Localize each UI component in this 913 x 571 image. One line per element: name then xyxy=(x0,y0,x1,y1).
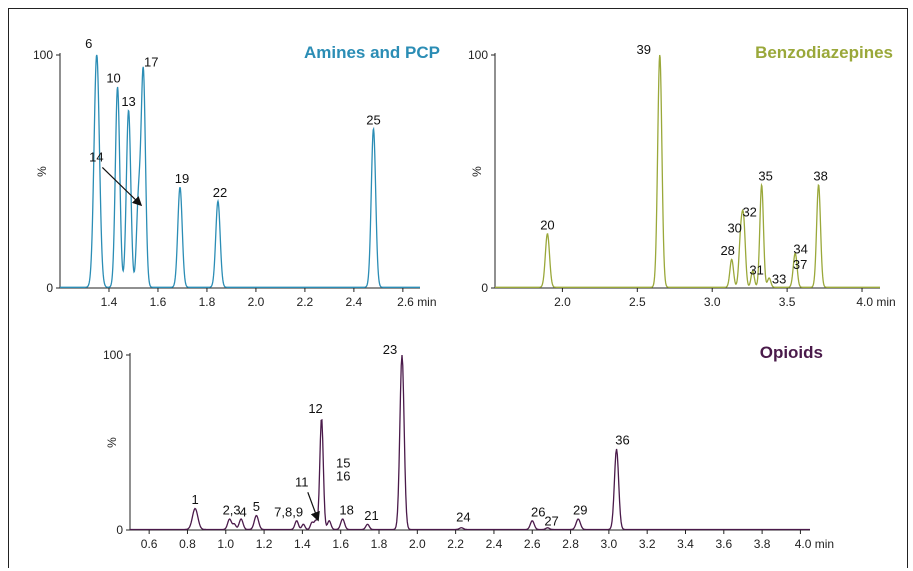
peak-label: 19 xyxy=(175,171,189,186)
chromatogram-trace xyxy=(60,54,420,288)
y-axis-label: % xyxy=(35,166,49,177)
peak-label: 35 xyxy=(758,168,772,183)
peak-label: 30 xyxy=(727,220,741,235)
peak-label: 22 xyxy=(213,185,227,200)
x-tick-label: 2.0 xyxy=(409,537,426,551)
peak-label: 18 xyxy=(339,503,353,518)
peak-label: 27 xyxy=(544,513,558,528)
x-tick-label: 2.2 xyxy=(297,295,314,309)
peak-label: 15 16 xyxy=(336,455,350,483)
peak-label: 37 xyxy=(793,257,807,272)
peak-label: 11 xyxy=(295,474,309,489)
peak-label: 23 xyxy=(383,342,397,357)
peak-label: 14 xyxy=(89,149,103,164)
peak-label: 25 xyxy=(366,113,380,128)
peak-label: 7,8,9 xyxy=(274,504,303,519)
peak-label: 2,3 xyxy=(223,503,241,518)
x-tick-label: 2.4 xyxy=(486,537,503,551)
peak-label: 5 xyxy=(253,499,260,514)
peak-label: 20 xyxy=(540,217,554,232)
x-tick-label: 3.2 xyxy=(639,537,656,551)
x-tick-label: 2.0 xyxy=(554,295,571,309)
y-tick-label: 0 xyxy=(481,281,488,295)
peak-label: 13 xyxy=(121,94,135,109)
x-tick-label: 3.4 xyxy=(677,537,694,551)
peak-label: 4 xyxy=(239,505,246,520)
peak-arrow xyxy=(307,492,320,522)
peak-label: 28 xyxy=(720,243,734,258)
x-tick-label: 3.5 xyxy=(779,295,796,309)
y-tick-label: 100 xyxy=(33,48,53,62)
peak-label: 34 xyxy=(793,242,807,257)
x-tick-label: 2.2 xyxy=(447,537,464,551)
y-axis-label: % xyxy=(470,166,484,177)
x-tick-label: 3.6 xyxy=(715,537,732,551)
x-tick-label: 4.0 min xyxy=(856,295,895,309)
peak-label: 29 xyxy=(573,503,587,518)
peak-label: 10 xyxy=(106,71,120,86)
chromatogram-trace xyxy=(495,54,880,288)
x-tick-label: 2.6 min xyxy=(397,295,436,309)
x-tick-label: 2.4 xyxy=(346,295,363,309)
x-tick-label: 1.6 xyxy=(150,295,167,309)
x-tick-label: 3.0 xyxy=(704,295,721,309)
y-axis-label: % xyxy=(105,437,119,448)
x-tick-label: 2.6 xyxy=(524,537,541,551)
peak-label: 24 xyxy=(456,509,470,524)
panel-title: Amines and PCP xyxy=(304,43,440,62)
peak-label: 12 xyxy=(308,401,322,416)
x-tick-label: 0.8 xyxy=(179,537,196,551)
peak-label: 21 xyxy=(364,508,378,523)
x-tick-label: 2.8 xyxy=(562,537,579,551)
x-tick-label: 4.0 min xyxy=(795,537,834,551)
y-tick-label: 100 xyxy=(468,48,488,62)
y-tick-label: 100 xyxy=(103,348,123,362)
x-tick-label: 1.2 xyxy=(256,537,273,551)
x-tick-label: 0.6 xyxy=(141,537,158,551)
peak-label: 17 xyxy=(144,54,158,69)
peak-label: 26 xyxy=(531,504,545,519)
figure-frame xyxy=(8,8,908,568)
panel-title: Opioids xyxy=(760,343,823,362)
peak-label: 31 xyxy=(749,263,763,278)
panel-title: Benzodiazepines xyxy=(755,43,893,62)
peak-label: 38 xyxy=(813,168,827,183)
x-tick-label: 1.0 xyxy=(217,537,234,551)
x-tick-label: 3.8 xyxy=(754,537,771,551)
x-tick-label: 3.0 xyxy=(601,537,618,551)
y-tick-label: 0 xyxy=(116,523,123,537)
x-tick-label: 2.0 xyxy=(248,295,265,309)
x-tick-label: 2.5 xyxy=(629,295,646,309)
x-tick-label: 1.6 xyxy=(332,537,349,551)
x-tick-label: 1.8 xyxy=(371,537,388,551)
peak-label: 36 xyxy=(615,433,629,448)
x-tick-label: 1.8 xyxy=(199,295,216,309)
peak-label: 33 xyxy=(772,272,786,287)
peak-label: 6 xyxy=(85,36,92,51)
peak-arrow xyxy=(101,167,143,207)
peak-label: 1 xyxy=(192,492,199,507)
chromatogram-trace xyxy=(130,354,810,531)
peak-label: 39 xyxy=(637,42,651,57)
x-tick-label: 1.4 xyxy=(294,537,311,551)
peak-label: 32 xyxy=(742,204,756,219)
y-tick-label: 0 xyxy=(46,281,53,295)
x-tick-label: 1.4 xyxy=(101,295,118,309)
